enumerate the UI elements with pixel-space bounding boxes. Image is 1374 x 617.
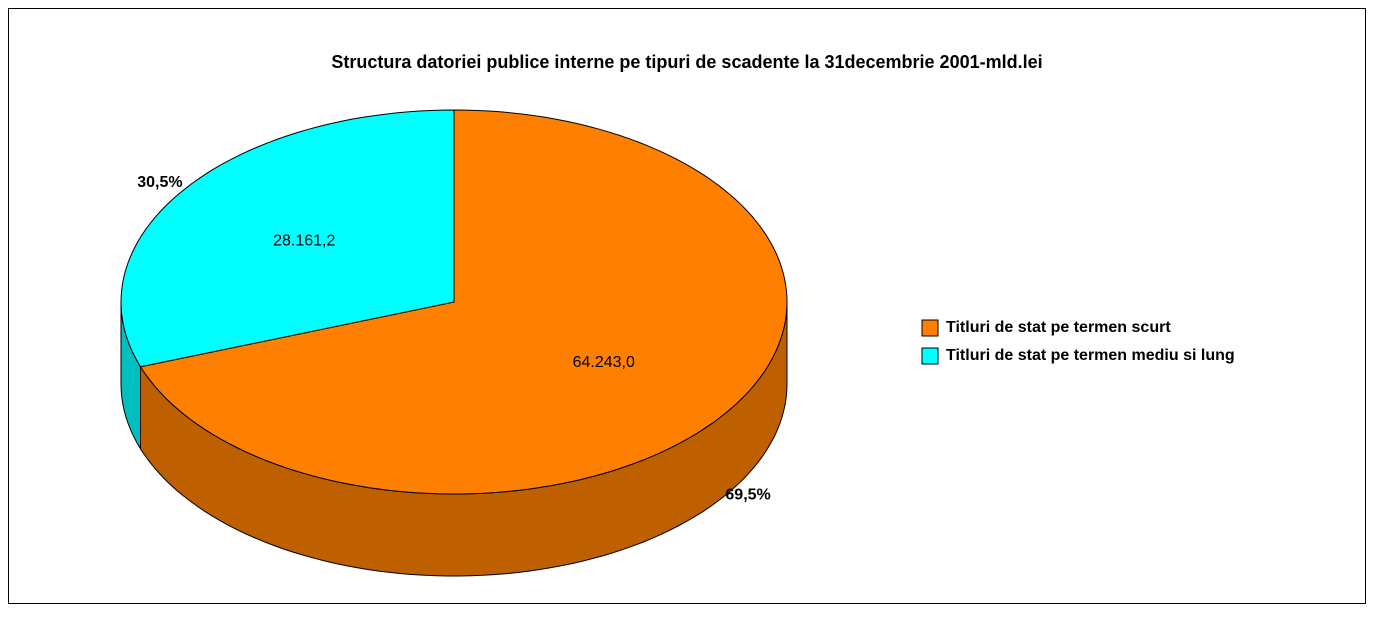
pie-slice	[120, 109, 455, 368]
legend-swatch	[921, 319, 939, 337]
percent-label: 69,5%	[725, 486, 770, 503]
legend-swatch	[921, 347, 939, 365]
legend-label: Titluri de stat pe termen mediu si lung	[946, 347, 1235, 364]
chart-title: Structura datoriei publice interne pe ti…	[331, 52, 1042, 72]
pie: 64.243,0 69,5% 28.161,2 30,5%	[120, 109, 788, 577]
legend: Titluri de stat pe termen scurt Titluri d…	[921, 319, 1235, 365]
legend-label: Titluri de stat pe termen scurt	[946, 319, 1171, 336]
value-label: 28.161,2	[273, 232, 335, 249]
percent-label: 30,5%	[137, 174, 182, 191]
value-label: 64.243,0	[573, 354, 635, 371]
pie-slice	[139, 109, 788, 495]
